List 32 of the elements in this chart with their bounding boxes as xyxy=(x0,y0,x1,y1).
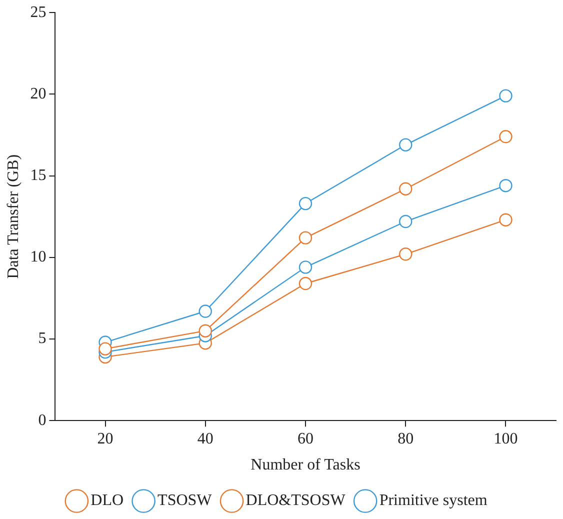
legend-label: DLO xyxy=(90,492,124,510)
x-tick-label: 40 xyxy=(197,430,214,448)
point xyxy=(499,130,512,144)
legend-label: DLO&TSOSW xyxy=(246,492,346,510)
point xyxy=(298,231,312,244)
y-tick-label: 0 xyxy=(38,412,46,429)
point xyxy=(399,248,412,261)
y-tick-label: 15 xyxy=(30,167,46,184)
point xyxy=(499,89,512,102)
point xyxy=(298,260,312,274)
y-tick-label: 20 xyxy=(30,85,46,102)
point xyxy=(399,138,412,152)
point xyxy=(198,324,212,338)
x-tick-label: 80 xyxy=(398,430,414,448)
y-tick-label: 25 xyxy=(30,4,46,21)
point xyxy=(499,178,512,192)
legend-label: Primitive system xyxy=(379,492,488,510)
point xyxy=(98,342,112,356)
x-axis-title: Number of Tasks xyxy=(250,456,360,474)
point xyxy=(298,276,312,290)
x-tick-label: 100 xyxy=(494,430,518,448)
point xyxy=(298,196,312,210)
x-tick-label: 20 xyxy=(97,430,114,448)
y-tick-label: 10 xyxy=(30,248,46,266)
point xyxy=(198,304,212,318)
point xyxy=(399,214,412,228)
point xyxy=(499,213,512,226)
y-tick-label: 5 xyxy=(38,330,46,348)
y-axis-title: Data Transfer (GB) xyxy=(4,154,22,279)
legend-label: TSOSW xyxy=(158,492,213,510)
point xyxy=(399,182,412,196)
x-tick-label: 60 xyxy=(298,430,314,448)
